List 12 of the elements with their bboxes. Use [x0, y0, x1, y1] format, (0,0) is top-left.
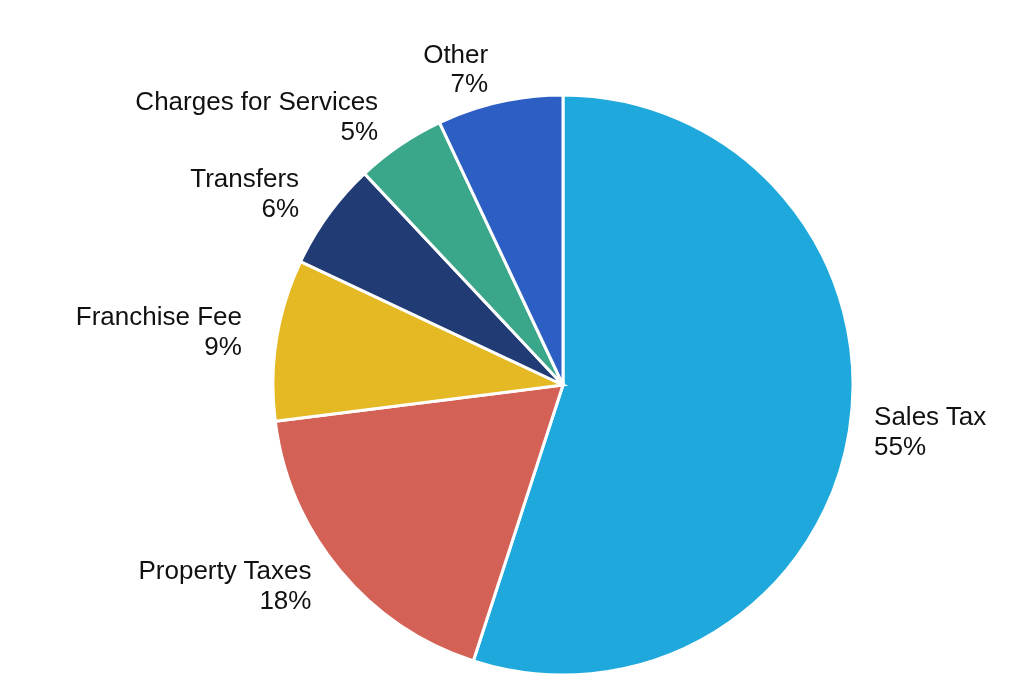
data-label: 6% [261, 192, 300, 223]
data-label: 9% [204, 330, 242, 361]
slice-label: Transfers [190, 162, 300, 193]
slice-label: Other [423, 38, 489, 69]
data-label: 7% [450, 68, 489, 99]
slice-label: Property Taxes [138, 554, 312, 585]
data-label: 18% [259, 584, 312, 615]
data-label: 55% [874, 430, 927, 461]
slice-label: Sales Tax [874, 400, 987, 431]
slice-label: Franchise Fee [75, 300, 242, 331]
slice-label: Charges for Services [135, 86, 379, 117]
data-label: 5% [340, 116, 379, 147]
